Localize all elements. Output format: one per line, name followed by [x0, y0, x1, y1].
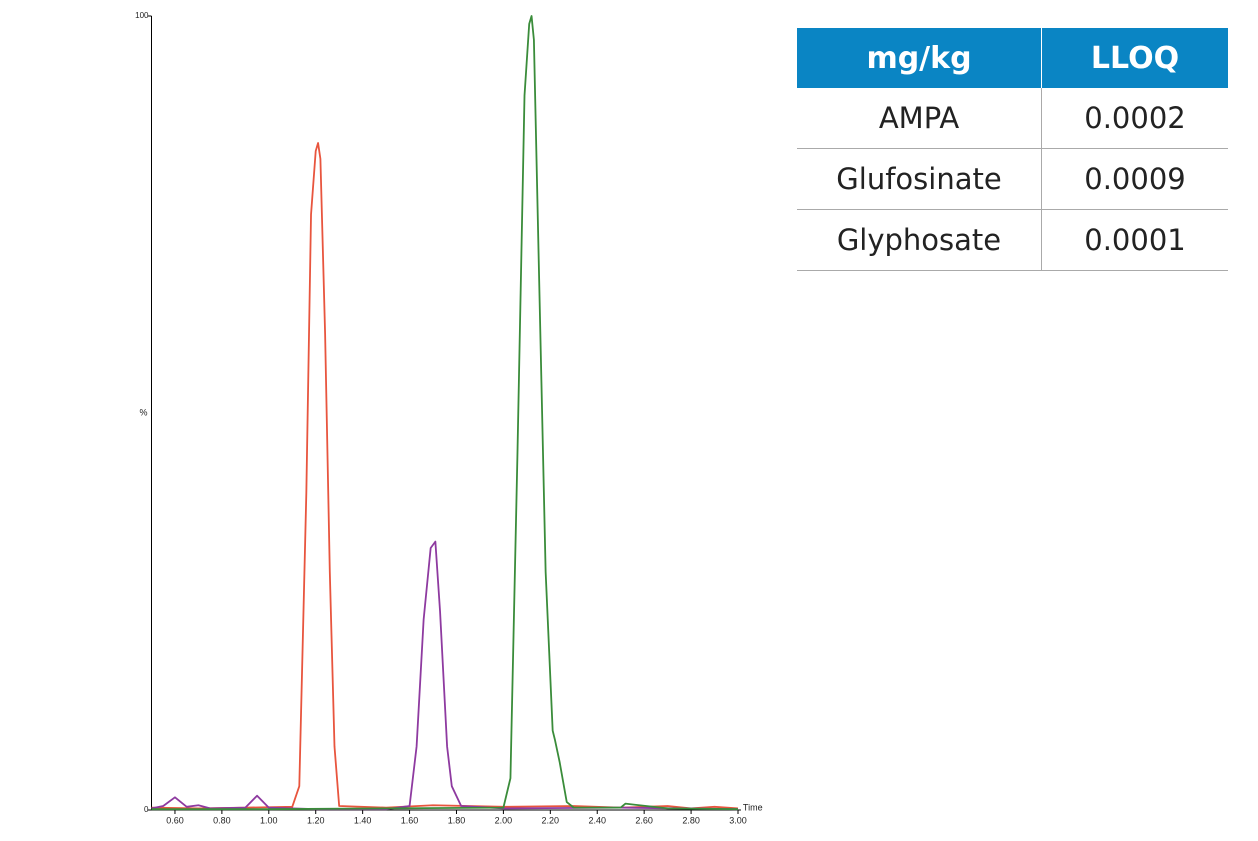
y-tick-label: 0 [144, 805, 149, 814]
table-row: Glufosinate 0.0009 [797, 148, 1228, 210]
x-tick-label: 1.80 [448, 815, 466, 825]
x-tick-label: 2.40 [588, 815, 606, 825]
trace-line [151, 540, 739, 811]
y-tick-label: 100 [135, 11, 149, 20]
x-tick-label: 1.40 [354, 815, 372, 825]
x-tick-label: 0.80 [213, 815, 231, 825]
cell: Glufosinate [797, 148, 1042, 210]
cell: 0.0002 [1041, 88, 1228, 149]
x-tick-label: 1.00 [260, 815, 278, 825]
x-axis-label: Time [743, 802, 763, 812]
cell: AMPA [797, 88, 1042, 149]
table-row: AMPA 0.0002 [797, 88, 1228, 149]
x-tick-label: 2.80 [682, 815, 700, 825]
lloq-table: mg/kg LLOQ AMPA 0.0002 Glufosinate 0.000… [797, 28, 1228, 271]
chart: Time% 0 100 0.60 0.80 1.00 1.20 1.40 1.60 1.80 2.0… [135, 11, 763, 825]
x-tick-label: 1.20 [307, 815, 325, 825]
x-tick-label: 2.60 [635, 815, 653, 825]
trace-line [151, 15, 739, 811]
header-cell: mg/kg [797, 28, 1042, 88]
x-tick-label: 0.60 [166, 815, 184, 825]
table-header: mg/kg LLOQ [797, 28, 1228, 88]
cell: 0.0001 [1041, 209, 1228, 271]
x-tick-label: 3.00 [729, 815, 747, 825]
y-axis-label: % [139, 407, 147, 417]
x-tick-label: 2.00 [495, 815, 513, 825]
cell: 0.0009 [1041, 148, 1228, 210]
x-tick-label: 2.20 [542, 815, 560, 825]
table-row: Glyphosate 0.0001 [797, 209, 1228, 271]
cell: Glyphosate [797, 209, 1042, 271]
x-tick-label: 1.60 [401, 815, 419, 825]
header-cell: LLOQ [1041, 28, 1228, 88]
